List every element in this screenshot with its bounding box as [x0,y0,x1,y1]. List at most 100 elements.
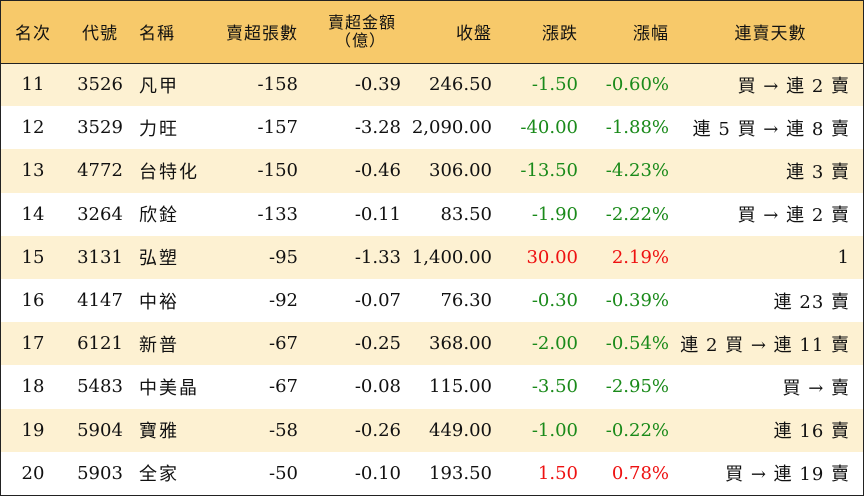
close-cell: 246.50 [429,74,492,96]
table-row: 20 5903 全家 -50 -0.10 193.50 1.50 0.78% 買 → 連 19 … [1,451,863,495]
change-pct-cell: -0.22% [605,419,669,441]
header-net-sell-lots: 賣超張數 [220,1,307,64]
table-row: 17 6121 新普 -67 -0.25 368.00 -2.00 -0.54% 連 2 買 →… [1,322,863,366]
header-close: 收盤 [410,1,501,64]
code-cell: 3529 [77,117,123,139]
name-cell: 台特化 [139,161,199,183]
code-cell: 3264 [77,203,123,225]
name-cell: 中美晶 [139,377,199,399]
net-sell-lots-cell: -158 [257,74,298,96]
close-cell: 306.00 [429,160,492,182]
header-streak: 連賣天數 [678,1,863,64]
name-cell: 新普 [139,334,179,356]
change-pct-cell: -4.23% [605,160,669,182]
change-cell: -0.30 [531,290,578,312]
rank-cell: 16 [21,290,45,312]
close-cell: 2,090.00 [411,117,492,139]
close-cell: 193.50 [429,462,492,484]
streak-cell: 1 [837,246,850,268]
name-cell: 寶雅 [139,421,179,443]
net-sell-amount-cell: -0.39 [354,74,401,96]
net-sell-lots-cell: -95 [269,246,298,268]
net-sell-lots-cell: -67 [269,333,298,355]
streak-cell: 連 23 賣 [773,291,850,313]
net-sell-amount-cell: -0.25 [354,333,401,355]
code-cell: 6121 [77,333,123,355]
table-row: 14 3264 欣銓 -133 -0.11 83.50 -1.90 -2.22% 買 → 連 2… [1,192,863,236]
streak-cell: 連 3 賣 [786,161,850,183]
header-name: 名稱 [135,1,220,64]
net-sell-amount-cell: -0.46 [354,160,401,182]
net-sell-lots-cell: -58 [269,419,298,441]
change-cell: 30.00 [526,246,578,268]
streak-cell: 買 → 連 19 賣 [725,464,850,486]
net-sell-lots-cell: -67 [269,376,298,398]
change-pct-cell: -0.54% [605,333,669,355]
net-sell-amount-cell: -0.11 [354,203,401,225]
header-change: 漲跌 [501,1,587,64]
close-cell: 76.30 [440,290,492,312]
rank-cell: 11 [21,74,45,96]
net-sell-amount-cell: -0.08 [354,376,401,398]
net-sell-lots-cell: -150 [257,160,298,182]
code-cell: 5904 [77,419,123,441]
rank-cell: 18 [21,376,45,398]
header-code: 代號 [65,1,135,64]
change-cell: -40.00 [520,117,578,139]
table-row: 13 4772 台特化 -150 -0.46 306.00 -13.50 -4.23% 連 3 … [1,149,863,193]
change-cell: -3.50 [531,376,578,398]
table-header: 名次 代號 名稱 賣超張數 賣超金額 （億） 收盤 漲跌 漲幅 連賣天數 [1,1,863,64]
code-cell: 4772 [77,160,123,182]
net-sell-amount-cell: -0.10 [354,462,401,484]
change-pct-cell: 0.78% [611,462,669,484]
change-cell: 1.50 [537,462,578,484]
change-cell: -1.50 [531,74,578,96]
change-pct-cell: -0.60% [605,74,669,96]
name-cell: 中裕 [139,291,179,313]
rank-cell: 20 [21,462,45,484]
close-cell: 115.00 [429,376,492,398]
header-net-sell-amount-title: 賣超金額 [327,12,396,32]
net-sell-lots-cell: -157 [257,117,298,139]
table-row: 19 5904 寶雅 -58 -0.26 449.00 -1.00 -0.22% 連 16 賣 [1,408,863,452]
change-pct-cell: -0.39% [605,290,669,312]
change-pct-cell: -1.88% [605,117,669,139]
streak-cell: 連 2 買 → 連 11 賣 [680,334,850,356]
close-cell: 368.00 [429,333,492,355]
change-cell: -13.50 [520,160,578,182]
code-cell: 5483 [77,376,123,398]
net-sell-lots-cell: -50 [269,462,298,484]
rank-cell: 12 [21,117,45,139]
close-cell: 83.50 [440,203,492,225]
net-sell-amount-cell: -3.28 [354,117,401,139]
change-cell: -2.00 [531,333,578,355]
close-cell: 1,400.00 [411,246,492,268]
code-cell: 5903 [77,462,123,484]
table-row: 18 5483 中美晶 -67 -0.08 115.00 -3.50 -2.95% 買 → 賣 [1,365,863,409]
name-cell: 凡甲 [139,75,179,97]
header-change-pct: 漲幅 [587,1,678,64]
code-cell: 3131 [77,246,123,268]
change-pct-cell: 2.19% [611,246,669,268]
rank-cell: 14 [21,203,45,225]
change-cell: -1.90 [531,203,578,225]
streak-cell: 買 → 連 2 賣 [737,205,850,227]
table-row: 11 3526 凡甲 -158 -0.39 246.50 -1.50 -0.60% 買 → 連 … [1,63,863,107]
net-sell-lots-cell: -133 [257,203,298,225]
rank-cell: 15 [21,246,45,268]
code-cell: 3526 [77,74,123,96]
net-sell-lots-cell: -92 [269,290,298,312]
streak-cell: 連 5 買 → 連 8 賣 [692,118,850,140]
header-row: 名次 代號 名稱 賣超張數 賣超金額 （億） 收盤 漲跌 漲幅 連賣天數 [1,1,863,64]
header-rank: 名次 [1,1,65,64]
header-net-sell-amount: 賣超金額 （億） [307,1,410,64]
streak-cell: 買 → 賣 [782,377,850,399]
change-pct-cell: -2.22% [605,203,669,225]
change-pct-cell: -2.95% [605,376,669,398]
table-row: 12 3529 力旺 -157 -3.28 2,090.00 -40.00 -1.88% 連 5… [1,106,863,150]
net-sell-amount-cell: -1.33 [354,246,401,268]
table-body: 11 3526 凡甲 -158 -0.39 246.50 -1.50 -0.60% 買 → 連 … [1,63,863,495]
header-net-sell-amount-unit: （億） [334,30,386,50]
